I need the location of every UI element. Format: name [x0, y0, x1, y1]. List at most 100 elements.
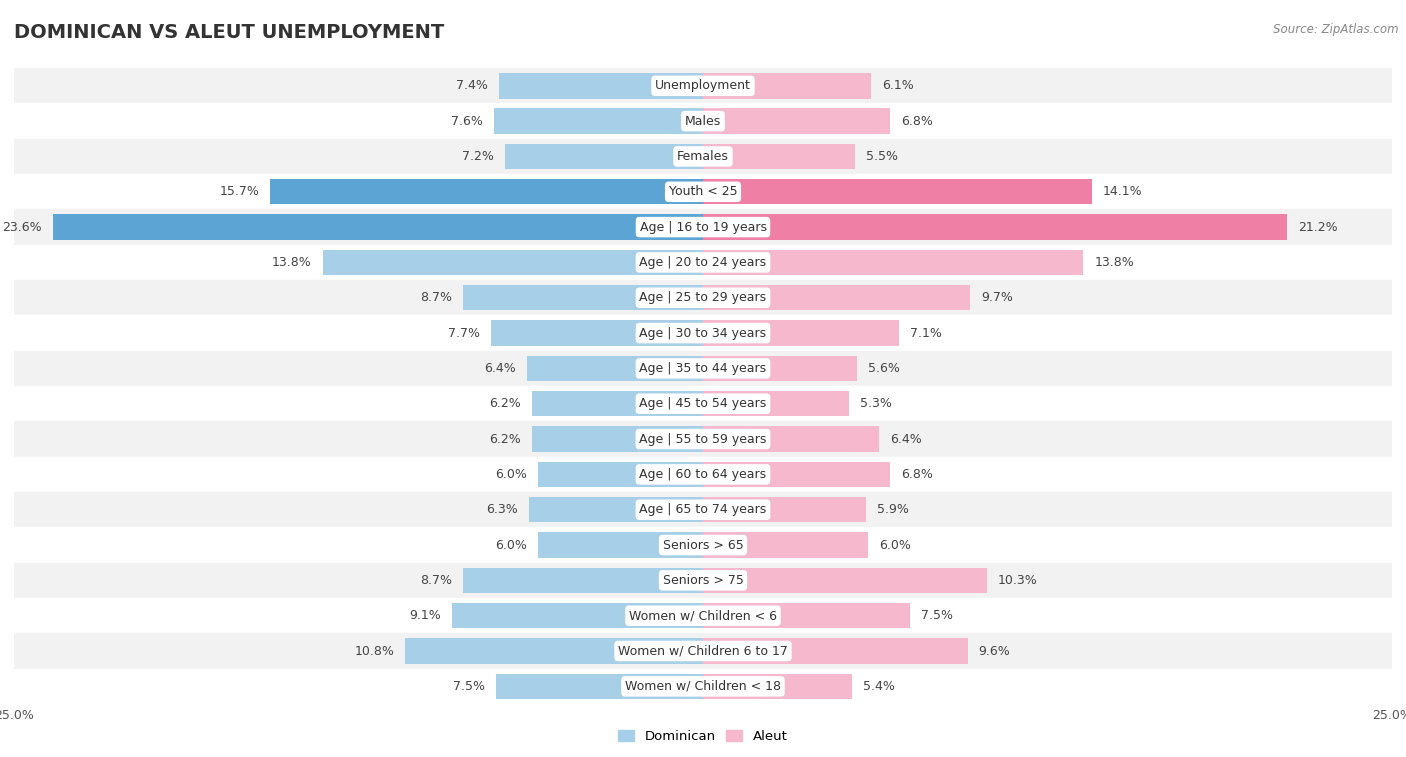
Bar	[494, 108, 703, 134]
Text: 23.6%: 23.6%	[1, 220, 42, 234]
Text: 6.2%: 6.2%	[489, 397, 522, 410]
Text: 13.8%: 13.8%	[271, 256, 312, 269]
Bar	[703, 603, 910, 628]
Bar	[14, 634, 1392, 668]
Bar	[703, 285, 970, 310]
Bar	[703, 108, 890, 134]
Text: 10.8%: 10.8%	[354, 644, 394, 658]
Text: 14.1%: 14.1%	[1102, 185, 1142, 198]
Text: Age | 20 to 24 years: Age | 20 to 24 years	[640, 256, 766, 269]
Bar	[703, 179, 1091, 204]
Text: 6.4%: 6.4%	[890, 432, 922, 446]
Text: Seniors > 75: Seniors > 75	[662, 574, 744, 587]
Bar	[14, 68, 1392, 104]
Text: Females: Females	[678, 150, 728, 163]
Text: Age | 45 to 54 years: Age | 45 to 54 years	[640, 397, 766, 410]
Bar	[463, 285, 703, 310]
Text: Age | 60 to 64 years: Age | 60 to 64 years	[640, 468, 766, 481]
Bar	[703, 674, 852, 699]
Text: Women w/ Children < 18: Women w/ Children < 18	[626, 680, 780, 693]
Bar	[14, 598, 1392, 634]
Bar	[14, 668, 1392, 704]
Bar	[14, 456, 1392, 492]
Bar	[405, 638, 703, 664]
Text: 6.8%: 6.8%	[901, 114, 934, 128]
Text: Women w/ Children < 6: Women w/ Children < 6	[628, 609, 778, 622]
Bar	[703, 73, 872, 98]
Text: 15.7%: 15.7%	[219, 185, 259, 198]
Text: Seniors > 65: Seniors > 65	[662, 538, 744, 552]
Bar	[14, 139, 1392, 174]
Bar	[530, 497, 703, 522]
Text: 9.1%: 9.1%	[409, 609, 441, 622]
Bar	[270, 179, 703, 204]
Text: 7.7%: 7.7%	[447, 326, 479, 340]
Bar	[463, 568, 703, 593]
Bar	[14, 316, 1392, 350]
Text: Age | 30 to 34 years: Age | 30 to 34 years	[640, 326, 766, 340]
Text: 5.4%: 5.4%	[863, 680, 894, 693]
Bar	[703, 250, 1083, 275]
Bar	[453, 603, 703, 628]
Text: Age | 25 to 29 years: Age | 25 to 29 years	[640, 291, 766, 304]
Text: Age | 16 to 19 years: Age | 16 to 19 years	[640, 220, 766, 234]
Bar	[537, 462, 703, 487]
Text: 6.0%: 6.0%	[495, 468, 527, 481]
Text: Males: Males	[685, 114, 721, 128]
Bar	[14, 492, 1392, 528]
Bar	[14, 174, 1392, 210]
Text: 8.7%: 8.7%	[420, 291, 453, 304]
Text: 6.0%: 6.0%	[879, 538, 911, 552]
Text: Age | 65 to 74 years: Age | 65 to 74 years	[640, 503, 766, 516]
Legend: Dominican, Aleut: Dominican, Aleut	[613, 724, 793, 748]
Text: 21.2%: 21.2%	[1298, 220, 1339, 234]
Bar	[703, 497, 866, 522]
Text: 7.2%: 7.2%	[461, 150, 494, 163]
Bar	[703, 532, 869, 558]
Text: 9.6%: 9.6%	[979, 644, 1011, 658]
Bar	[703, 568, 987, 593]
Text: 7.5%: 7.5%	[921, 609, 953, 622]
Text: 6.4%: 6.4%	[484, 362, 516, 375]
Text: 8.7%: 8.7%	[420, 574, 453, 587]
Text: 13.8%: 13.8%	[1094, 256, 1135, 269]
Bar	[703, 214, 1288, 240]
Text: 5.5%: 5.5%	[866, 150, 897, 163]
Text: 9.7%: 9.7%	[981, 291, 1014, 304]
Bar	[14, 422, 1392, 456]
Text: 6.0%: 6.0%	[495, 538, 527, 552]
Bar	[703, 638, 967, 664]
Bar	[14, 350, 1392, 386]
Text: Age | 35 to 44 years: Age | 35 to 44 years	[640, 362, 766, 375]
Text: Unemployment: Unemployment	[655, 79, 751, 92]
Bar	[703, 320, 898, 346]
Text: 7.1%: 7.1%	[910, 326, 942, 340]
Text: 10.3%: 10.3%	[998, 574, 1038, 587]
Bar	[703, 144, 855, 169]
Bar	[14, 528, 1392, 562]
Bar	[14, 386, 1392, 422]
Bar	[496, 674, 703, 699]
Text: 6.2%: 6.2%	[489, 432, 522, 446]
Text: 6.1%: 6.1%	[882, 79, 914, 92]
Bar	[14, 245, 1392, 280]
Text: 6.8%: 6.8%	[901, 468, 934, 481]
Text: Source: ZipAtlas.com: Source: ZipAtlas.com	[1274, 23, 1399, 36]
Bar	[14, 562, 1392, 598]
Text: 7.4%: 7.4%	[456, 79, 488, 92]
Text: 6.3%: 6.3%	[486, 503, 519, 516]
Text: 5.3%: 5.3%	[860, 397, 891, 410]
Bar	[499, 73, 703, 98]
Bar	[703, 462, 890, 487]
Text: Women w/ Children 6 to 17: Women w/ Children 6 to 17	[619, 644, 787, 658]
Bar	[531, 426, 703, 452]
Bar	[505, 144, 703, 169]
Bar	[527, 356, 703, 381]
Bar	[703, 426, 879, 452]
Text: Age | 55 to 59 years: Age | 55 to 59 years	[640, 432, 766, 446]
Text: 5.6%: 5.6%	[869, 362, 900, 375]
Bar	[703, 391, 849, 416]
Bar	[531, 391, 703, 416]
Bar	[14, 210, 1392, 245]
Text: 7.6%: 7.6%	[451, 114, 482, 128]
